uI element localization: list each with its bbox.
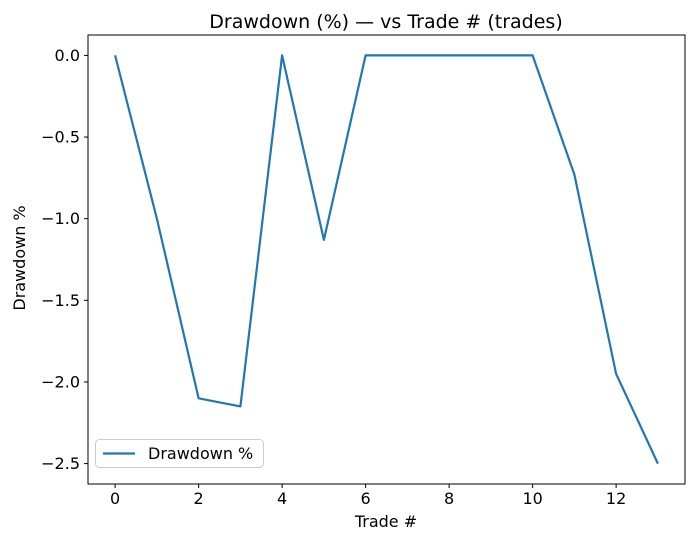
y-tick-label: −1.5	[41, 291, 80, 310]
legend: Drawdown %	[95, 439, 264, 468]
legend-label: Drawdown %	[148, 444, 253, 463]
y-tick-label: −2.5	[41, 454, 80, 473]
plot-area	[88, 35, 685, 484]
axes-spines	[87, 34, 686, 485]
y-tick-label: −1.0	[41, 209, 80, 228]
x-tick-label: 12	[606, 489, 626, 508]
x-tick-label: 2	[194, 489, 204, 508]
y-tick-label: 0.0	[55, 46, 80, 65]
y-axis-label: Drawdown %	[10, 205, 29, 310]
y-tick-label: −2.0	[41, 372, 80, 391]
x-tick-label: 6	[361, 489, 371, 508]
y-tick-label: −0.5	[41, 128, 80, 147]
drawdown-line	[114, 54, 659, 465]
x-tick-label: 4	[277, 489, 287, 508]
legend-box	[95, 439, 264, 468]
x-axis: 0 2 4 6 8 10 12	[110, 484, 626, 508]
x-tick-label: 10	[522, 489, 542, 508]
x-tick-label: 8	[444, 489, 454, 508]
x-tick-label: 0	[110, 489, 120, 508]
chart-title: Drawdown (%) — vs Trade # (trades)	[209, 11, 562, 33]
x-axis-label: Trade #	[354, 512, 417, 531]
y-axis: 0.0 −0.5 −1.0 −1.5 −2.0 −2.5	[41, 46, 88, 473]
